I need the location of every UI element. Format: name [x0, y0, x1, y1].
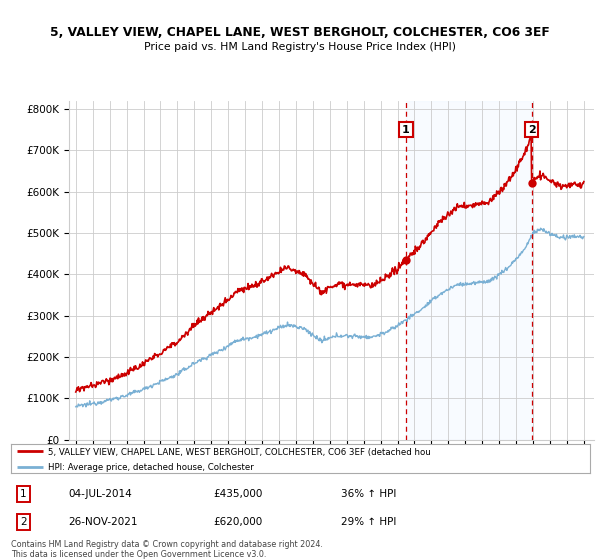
Text: Contains HM Land Registry data © Crown copyright and database right 2024.
This d: Contains HM Land Registry data © Crown c… — [11, 540, 323, 559]
Text: 29% ↑ HPI: 29% ↑ HPI — [341, 517, 396, 527]
Text: £620,000: £620,000 — [214, 517, 263, 527]
Text: 1: 1 — [402, 125, 410, 135]
Text: HPI: Average price, detached house, Colchester: HPI: Average price, detached house, Colc… — [49, 463, 254, 472]
Bar — [406, 101, 532, 440]
Text: 2: 2 — [20, 517, 27, 527]
Text: 5, VALLEY VIEW, CHAPEL LANE, WEST BERGHOLT, COLCHESTER, CO6 3EF (detached hou: 5, VALLEY VIEW, CHAPEL LANE, WEST BERGHO… — [49, 448, 431, 457]
Text: 5, VALLEY VIEW, CHAPEL LANE, WEST BERGHOLT, COLCHESTER, CO6 3EF: 5, VALLEY VIEW, CHAPEL LANE, WEST BERGHO… — [50, 26, 550, 39]
Text: 2: 2 — [528, 125, 536, 135]
Text: 04-JUL-2014: 04-JUL-2014 — [69, 489, 133, 499]
Text: 26-NOV-2021: 26-NOV-2021 — [69, 517, 138, 527]
Text: 1: 1 — [20, 489, 27, 499]
Text: 36% ↑ HPI: 36% ↑ HPI — [341, 489, 396, 499]
Text: Price paid vs. HM Land Registry's House Price Index (HPI): Price paid vs. HM Land Registry's House … — [144, 42, 456, 52]
Text: £435,000: £435,000 — [214, 489, 263, 499]
